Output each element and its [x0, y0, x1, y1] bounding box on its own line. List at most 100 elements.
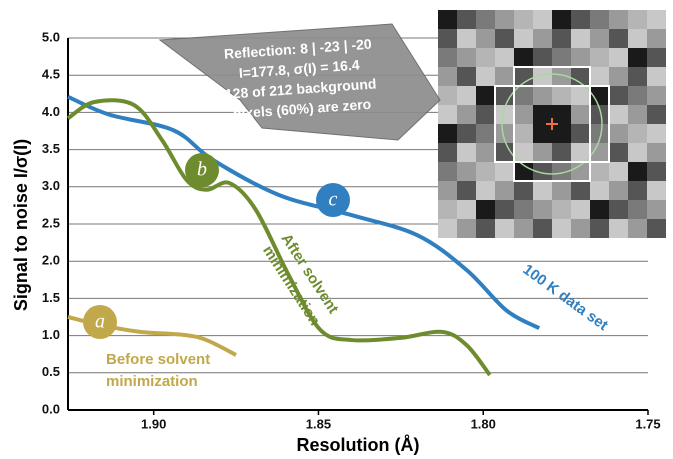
x-tick-label: 1.75: [635, 416, 660, 431]
inset-pixel: [476, 29, 495, 48]
series-label: minimization: [106, 373, 198, 390]
inset-pixel: [533, 219, 552, 238]
inset-pixel: [533, 10, 552, 29]
inset-pixel: [609, 67, 628, 86]
inset-pixel: [552, 86, 571, 105]
inset-pixel: [552, 124, 571, 143]
inset-pixel: [438, 162, 457, 181]
inset-pixel: [514, 105, 533, 124]
y-tick-label: 3.5: [42, 141, 60, 156]
chart: Signal to noise I/σ(I) Resolution (Å) 0.…: [0, 0, 673, 459]
inset-pixel: [628, 219, 647, 238]
inset-pixel: [628, 105, 647, 124]
inset-pixel: [590, 67, 609, 86]
y-tick-label: 0.0: [42, 401, 60, 416]
inset-pixel: [647, 10, 666, 29]
y-tick-label: 1.5: [42, 290, 60, 305]
inset-pixel: [438, 105, 457, 124]
inset-pixel: [457, 86, 476, 105]
inset-pixel: [647, 181, 666, 200]
inset-pixel: [552, 219, 571, 238]
inset-pixel: [590, 29, 609, 48]
inset-pixel: [571, 10, 590, 29]
inset-pixel: [647, 67, 666, 86]
inset-pixel: [571, 124, 590, 143]
y-tick-label: 2.0: [42, 253, 60, 268]
inset-pixel: [514, 10, 533, 29]
inset-pixel: [476, 181, 495, 200]
inset-pixel: [438, 67, 457, 86]
inset-pixel: [590, 48, 609, 67]
inset-pixel: [495, 10, 514, 29]
inset-pixel: [533, 105, 552, 124]
inset-pixel: [457, 105, 476, 124]
x-tick-label: 1.90: [141, 416, 166, 431]
series-label: Before solvent: [106, 351, 210, 368]
series-marker-letter: c: [329, 189, 338, 211]
x-tick-label: 1.80: [471, 416, 496, 431]
inset-pixel: [628, 48, 647, 67]
y-tick-label: 3.0: [42, 178, 60, 193]
inset-pixel: [476, 86, 495, 105]
inset-pixel: [609, 181, 628, 200]
inset-pixel: [457, 200, 476, 219]
inset-pixel: [495, 162, 514, 181]
inset-pixel: [552, 105, 571, 124]
series-marker-letter: b: [197, 159, 207, 181]
inset-pixel: [533, 48, 552, 67]
inset-pixel: [476, 124, 495, 143]
inset-image: [438, 10, 666, 238]
inset-pixel: [647, 124, 666, 143]
inset-pixel: [571, 219, 590, 238]
series-label: 100 K data set: [520, 261, 612, 334]
inset-pixel: [647, 219, 666, 238]
inset-pixel: [533, 86, 552, 105]
inset-pixel: [571, 200, 590, 219]
inset-pixel: [476, 105, 495, 124]
inset-pixel: [609, 219, 628, 238]
inset-pixel: [552, 143, 571, 162]
inset-pixel: [457, 29, 476, 48]
inset-pixel: [628, 200, 647, 219]
y-tick-label: 5.0: [42, 29, 60, 44]
inset-pixel: [609, 200, 628, 219]
inset-pixel: [438, 181, 457, 200]
inset-pixel: [457, 67, 476, 86]
inset-pixel: [533, 143, 552, 162]
inset-pixel: [533, 29, 552, 48]
inset-pixel: [457, 181, 476, 200]
inset-pixel: [495, 200, 514, 219]
series-line: [68, 100, 490, 375]
inset-pixel: [609, 124, 628, 143]
y-axis-label: Signal to noise I/σ(I): [11, 139, 31, 311]
inset-pixel: [438, 29, 457, 48]
inset-pixel: [533, 124, 552, 143]
inset-pixel: [476, 200, 495, 219]
y-tick-label: 1.0: [42, 327, 60, 342]
inset-pixel: [457, 10, 476, 29]
inset-pixel: [609, 162, 628, 181]
inset-pixel: [571, 105, 590, 124]
inset-pixel: [438, 86, 457, 105]
inset-pixel: [552, 48, 571, 67]
y-tick-label: 2.5: [42, 215, 60, 230]
inset-pixel: [628, 29, 647, 48]
inset-pixel: [438, 10, 457, 29]
y-tick-label: 0.5: [42, 364, 60, 379]
inset-pixel: [438, 219, 457, 238]
inset-pixel: [533, 200, 552, 219]
inset-pixel: [590, 219, 609, 238]
series-marker-letter: a: [95, 311, 105, 333]
inset-pixel: [495, 29, 514, 48]
inset-pixel: [514, 29, 533, 48]
inset-pixel: [495, 181, 514, 200]
inset-pixel: [647, 143, 666, 162]
inset-pixel: [438, 48, 457, 67]
inset-pixel: [438, 200, 457, 219]
x-axis-label: Resolution (Å): [297, 435, 420, 455]
inset-pixel: [628, 181, 647, 200]
inset-pixel: [647, 200, 666, 219]
inset-pixel: [495, 219, 514, 238]
inset-pixel: [476, 48, 495, 67]
inset-pixel: [628, 86, 647, 105]
